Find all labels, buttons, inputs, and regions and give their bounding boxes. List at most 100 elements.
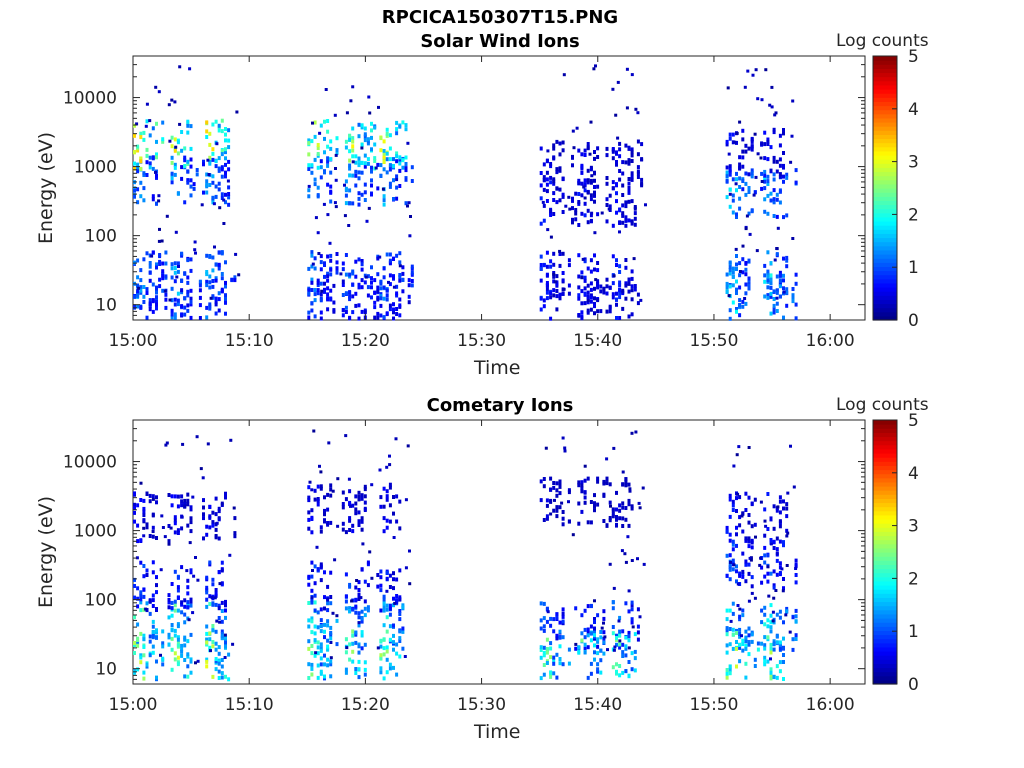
spectrogram-cell <box>586 299 590 303</box>
spectrogram-cell <box>173 515 177 520</box>
spectrogram-cell <box>602 651 606 656</box>
spectrogram-cell <box>348 158 352 163</box>
spectrogram-cell <box>178 122 182 126</box>
spectrogram-cell <box>176 624 180 629</box>
colorbar-segment <box>873 663 897 669</box>
x-tick-label: 15:10 <box>225 695 274 715</box>
spectrogram-cell <box>316 278 320 283</box>
spectrogram-cell <box>136 187 140 192</box>
spectrogram-cell <box>744 661 748 666</box>
spectrogram-cell <box>747 562 751 567</box>
spectrogram-cell <box>589 197 593 202</box>
spectrogram-cell <box>133 186 136 191</box>
colorbar-segment <box>873 486 897 491</box>
spectrogram-cell <box>354 501 358 506</box>
spectrogram-cell <box>205 172 209 177</box>
spectrogram-cell <box>728 132 732 137</box>
spectrogram-cell <box>561 140 565 145</box>
spectrogram-cell <box>211 284 215 289</box>
spectrogram-cell <box>370 121 373 126</box>
spectrogram-cell <box>577 274 581 279</box>
panel-1-colorbar-frame <box>872 55 898 321</box>
spectrogram-cell <box>728 260 732 265</box>
spectrogram-cell <box>621 670 625 675</box>
spectrogram-cell <box>404 498 408 502</box>
spectrogram-cell <box>782 286 785 291</box>
spectrogram-cell <box>630 177 634 182</box>
spectrogram-cell <box>385 132 389 136</box>
spectrogram-cell <box>741 511 745 516</box>
spectrogram-cell <box>388 307 392 312</box>
spectrogram-cell <box>596 279 600 284</box>
spectrogram-cell <box>360 496 364 501</box>
spectrogram-cell <box>326 638 330 643</box>
spectrogram-cell <box>220 250 224 255</box>
spectrogram-cell <box>316 143 320 147</box>
spectrogram-cell <box>392 164 395 168</box>
spectrogram-cell <box>743 85 747 89</box>
spectrogram-cell <box>376 285 380 290</box>
spectrogram-cell <box>148 493 152 498</box>
spectrogram-cell <box>760 565 764 570</box>
spectrogram-cell <box>382 315 386 320</box>
spectrogram-cell <box>589 603 593 608</box>
spectrogram-cell <box>326 278 330 283</box>
spectrogram-cell <box>593 630 596 635</box>
spectrogram-cell <box>220 118 224 123</box>
spectrogram-cell <box>621 183 625 188</box>
spectrogram-cell <box>357 623 361 628</box>
spectrogram-cell <box>145 119 149 124</box>
spectrogram-cell <box>217 297 221 302</box>
spectrogram-cell <box>611 223 615 228</box>
spectrogram-cell <box>630 312 634 317</box>
spectrogram-cell <box>357 490 361 495</box>
spectrogram-cell <box>775 247 779 251</box>
spectrogram-cell <box>176 261 180 266</box>
spectrogram-cell <box>142 633 146 638</box>
spectrogram-cell <box>360 519 364 524</box>
colorbar-segment <box>873 254 897 259</box>
x-tick-label: 15:40 <box>573 331 622 351</box>
spectrogram-cell <box>186 119 190 124</box>
spectrogram-cell <box>764 524 768 528</box>
colorbar-segment <box>873 175 897 181</box>
colorbar-segment <box>873 200 897 206</box>
spectrogram-cell <box>766 624 770 629</box>
spectrogram-cell <box>401 158 405 163</box>
spectrogram-cell <box>385 465 389 469</box>
spectrogram-cell <box>760 580 764 585</box>
spectrogram-cell <box>558 296 562 301</box>
spectrogram-cell <box>624 265 628 270</box>
spectrogram-cell <box>139 631 143 636</box>
spectrogram-cell <box>205 640 209 645</box>
spectrogram-cell <box>329 296 333 301</box>
spectrogram-cell <box>785 506 789 511</box>
spectrogram-cell <box>766 659 770 664</box>
spectrogram-cell <box>627 146 631 151</box>
spectrogram-cell <box>196 659 200 663</box>
spectrogram-cell <box>769 676 773 681</box>
spectrogram-cell <box>145 491 149 496</box>
spectrogram-cell <box>373 159 377 163</box>
spectrogram-cell <box>345 111 349 115</box>
spectrogram-cell <box>385 311 389 316</box>
spectrogram-cell <box>555 294 559 299</box>
spectrogram-cell <box>135 556 139 560</box>
spectrogram-cell <box>363 599 367 604</box>
spectrogram-cell <box>148 307 152 312</box>
spectrogram-cell <box>766 182 770 186</box>
spectrogram-cell <box>348 133 352 138</box>
spectrogram-cell <box>202 190 205 195</box>
spectrogram-cell <box>388 181 392 186</box>
spectrogram-cell <box>735 171 738 176</box>
spectrogram-cell <box>741 638 745 643</box>
spectrogram-cell <box>766 293 770 298</box>
spectrogram-cell <box>549 623 553 628</box>
spectrogram-cell <box>775 169 779 174</box>
spectrogram-cell <box>616 80 620 84</box>
spectrogram-cell <box>583 259 587 264</box>
spectrogram-cell <box>791 293 795 298</box>
spectrogram-cell <box>360 527 364 532</box>
spectrogram-cell <box>586 627 590 632</box>
spectrogram-cell <box>756 641 760 646</box>
